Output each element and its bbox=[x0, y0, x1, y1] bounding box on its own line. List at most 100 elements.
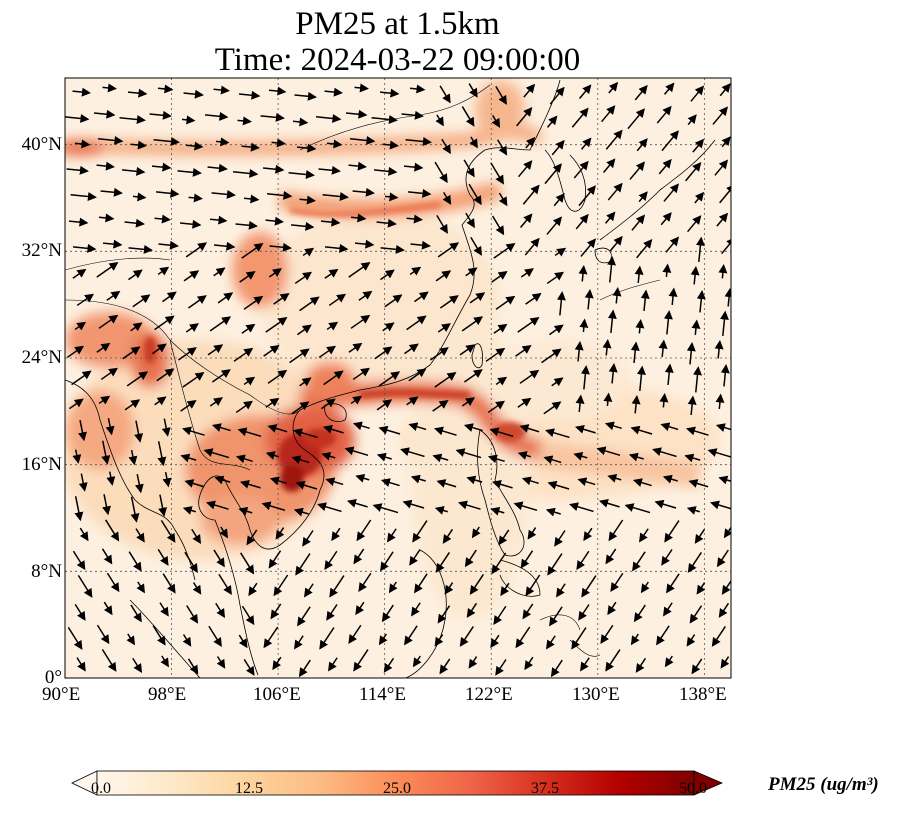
wind-arrow bbox=[373, 166, 398, 176]
wind-arrow bbox=[158, 494, 168, 517]
wind-arrow bbox=[690, 266, 700, 285]
wind-arrow bbox=[134, 474, 144, 494]
wind-arrow bbox=[636, 239, 653, 259]
wind-arrow bbox=[355, 473, 370, 483]
wind-arrow bbox=[323, 370, 344, 386]
wind-arrow bbox=[235, 454, 253, 464]
wind-arrow bbox=[127, 88, 148, 98]
wind-arrow bbox=[219, 526, 228, 539]
wind-arrow bbox=[546, 216, 563, 235]
wind-arrow bbox=[404, 343, 419, 355]
wind-arrow bbox=[98, 314, 119, 329]
wind-arrow bbox=[273, 292, 290, 305]
wind-arrow bbox=[182, 426, 205, 436]
wind-arrow bbox=[149, 110, 172, 120]
wind-arrow bbox=[466, 602, 478, 618]
wind-arrow bbox=[209, 397, 223, 407]
wind-arrow bbox=[157, 266, 170, 276]
wind-arrow bbox=[157, 441, 167, 467]
wind-arrow bbox=[663, 183, 680, 202]
wind-arrow bbox=[67, 627, 83, 650]
wind-arrow bbox=[630, 425, 653, 435]
wind-arrow bbox=[569, 502, 594, 513]
wind-arrow bbox=[496, 139, 508, 156]
wind-arrow bbox=[439, 295, 459, 309]
wind-arrow bbox=[98, 213, 115, 223]
wind-arrow bbox=[96, 624, 110, 645]
wind-arrow bbox=[434, 161, 448, 184]
wind-arrow bbox=[241, 142, 260, 152]
wind-arrow bbox=[298, 659, 311, 678]
wind-arrow bbox=[378, 371, 401, 387]
wind-arrow bbox=[350, 213, 367, 223]
wind-arrow bbox=[719, 184, 731, 204]
lon-tick-122e: 122°E bbox=[465, 684, 513, 705]
wind-arrow bbox=[348, 342, 363, 353]
wind-arrow bbox=[515, 626, 531, 649]
wind-arrow bbox=[262, 164, 285, 174]
wind-arrow bbox=[238, 634, 248, 649]
wind-arrow bbox=[209, 215, 228, 225]
wind-arrow bbox=[233, 347, 254, 362]
wind-arrow bbox=[498, 529, 510, 546]
wind-arrow bbox=[101, 440, 111, 465]
wind-arrow bbox=[693, 366, 702, 393]
wind-arrow bbox=[207, 344, 224, 356]
wind-arrow bbox=[243, 194, 260, 204]
wind-arrow bbox=[352, 421, 370, 431]
wind-arrow bbox=[215, 602, 226, 619]
wind-arrow bbox=[571, 627, 587, 650]
wind-arrow bbox=[235, 400, 254, 414]
wind-arrow bbox=[437, 605, 451, 624]
wind-arrow bbox=[122, 346, 141, 360]
wind-arrow bbox=[660, 422, 679, 432]
wind-arrow bbox=[720, 656, 730, 669]
wind-arrow bbox=[299, 296, 320, 312]
wind-arrow bbox=[469, 292, 486, 304]
wind-arrow bbox=[638, 191, 648, 203]
wind-arrow bbox=[177, 347, 197, 361]
wind-arrow bbox=[596, 446, 621, 457]
wind-arrow bbox=[604, 211, 616, 224]
wind-arrow bbox=[663, 602, 673, 617]
wind-arrow bbox=[238, 506, 253, 516]
wind-arrow bbox=[319, 627, 335, 650]
wind-arrow bbox=[517, 451, 531, 460]
wind-arrow bbox=[177, 167, 202, 177]
wind-arrow bbox=[348, 261, 371, 278]
wind-arrow bbox=[404, 625, 418, 646]
wind-arrow bbox=[556, 291, 566, 316]
wind-arrow bbox=[299, 377, 312, 387]
wind-arrow bbox=[662, 263, 672, 278]
wind-arrow bbox=[157, 548, 169, 566]
map-timestamp: Time: 2024-03-22 09:00:00 bbox=[214, 42, 581, 78]
wind-arrow bbox=[378, 425, 401, 435]
wind-arrow bbox=[217, 292, 234, 304]
wind-arrow bbox=[684, 453, 701, 463]
wind-arrow bbox=[546, 115, 558, 128]
wind-arrow bbox=[692, 138, 705, 153]
wind-arrow bbox=[409, 84, 426, 94]
wind-arrow bbox=[491, 479, 513, 489]
wind-arrow bbox=[410, 474, 426, 484]
colorbar-tick-12-5: 12.5 bbox=[235, 780, 263, 797]
wind-arrow bbox=[668, 287, 678, 306]
wind-arrow bbox=[318, 345, 337, 359]
wind-arrow bbox=[459, 626, 475, 647]
wind-arrow bbox=[577, 477, 596, 487]
wind-arrow bbox=[527, 527, 537, 540]
wind-arrow bbox=[268, 268, 282, 278]
wind-arrow bbox=[694, 528, 706, 544]
wind-arrow bbox=[578, 185, 596, 207]
wind-arrow bbox=[493, 323, 508, 334]
wind-arrow bbox=[549, 324, 564, 336]
wind-arrow bbox=[607, 309, 617, 334]
wind-arrow bbox=[437, 323, 451, 333]
wind-arrow bbox=[687, 114, 697, 126]
wind-arrow bbox=[608, 363, 618, 384]
wind-vectors bbox=[65, 81, 731, 678]
wind-arrow bbox=[500, 582, 510, 597]
wind-arrow bbox=[721, 136, 731, 148]
wind-arrow bbox=[304, 583, 314, 598]
wind-arrow bbox=[288, 170, 315, 179]
